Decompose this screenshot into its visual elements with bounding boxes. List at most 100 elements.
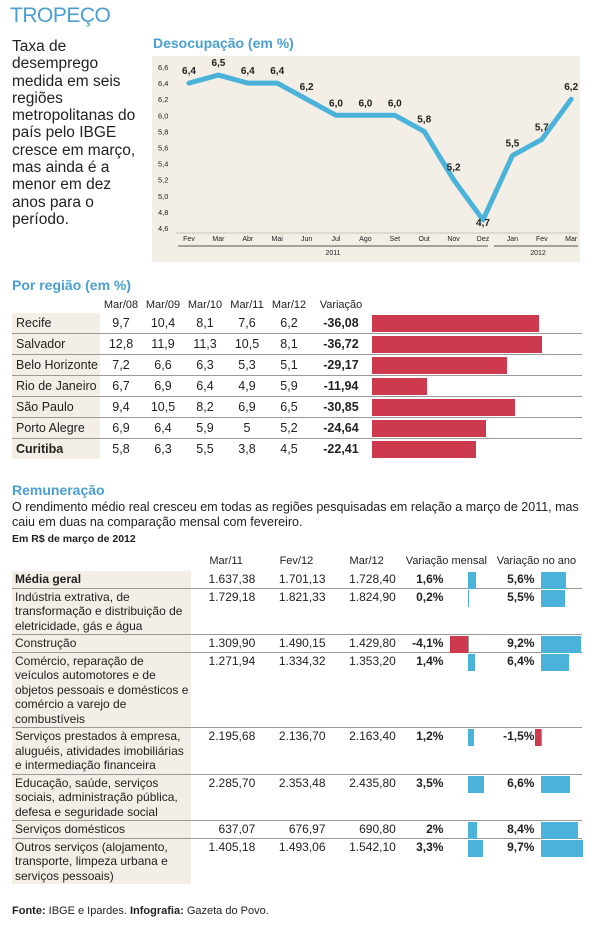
year-label-2011: 2011 <box>325 250 340 257</box>
x-tick-label: Jul <box>332 236 341 243</box>
region-variation-bar <box>372 419 487 437</box>
sector-name: Serviços domésticos <box>12 820 191 839</box>
region-value: 5,3 <box>226 354 268 376</box>
annual-variation-bar-cell <box>539 838 584 884</box>
region-row: Rio de Janeiro 6,7 6,9 6,4 4,9 5,9 -11,94 <box>12 375 582 397</box>
sector-name: Outros serviços (alojamento, transporte,… <box>12 838 191 884</box>
wage-value: 1.729,18 <box>190 588 262 635</box>
kicker-title: TROPEÇO <box>10 4 111 27</box>
remuneration-table-header: Mar/11 Fev/12 Mar/12 Variação mensal Variaçã… <box>12 551 582 571</box>
y-tick-label: 6,4 <box>158 79 168 88</box>
y-tick-label: 6,0 <box>158 111 168 120</box>
region-bar-cell <box>372 396 582 418</box>
region-variation-bar <box>372 356 508 374</box>
annual-variation-bar-cell <box>539 588 582 635</box>
wage-value: 2.285,70 <box>190 774 262 821</box>
region-header-blank <box>12 296 100 313</box>
monthly-variation-bar <box>468 589 470 607</box>
data-label: 6,4 <box>270 66 284 77</box>
wage-value: 1.542,10 <box>349 839 396 854</box>
region-value: 8,1 <box>268 333 310 355</box>
region-value: 4,5 <box>280 442 298 456</box>
x-tick-label: Jun <box>301 236 312 243</box>
region-value: 6,5 <box>268 396 310 418</box>
annual-variation: 8,4% <box>490 820 540 839</box>
source-note: Fonte: IBGE e Ipardes. Infografia: Gazet… <box>12 905 269 917</box>
x-tick-label: Fev <box>183 236 195 243</box>
region-variation-bar <box>372 398 515 416</box>
region-table-header: Mar/08 Mar/09 Mar/10 Mar/11 Mar/12 Variação <box>12 296 582 313</box>
monthly-variation-bar <box>468 572 476 589</box>
annual-variation: 5,6% <box>490 571 540 589</box>
wage-value: 1.728,40 <box>331 571 402 589</box>
region-variation-bar <box>372 440 476 458</box>
wage-value: 2.195,68 <box>190 727 262 775</box>
wage-value: 690,80 <box>331 820 402 839</box>
region-column-header: Mar/08 <box>103 298 139 311</box>
credit-label: Infografia: <box>129 905 184 917</box>
region-variation: -11,94 <box>310 375 372 397</box>
region-row: Porto Alegre 6,9 6,4 5,9 5 5,2 -24,64 <box>12 417 582 439</box>
y-tick-label: 5,2 <box>158 176 168 185</box>
region-value: 7,6 <box>226 313 268 334</box>
wage-value: 1.824,90 <box>331 588 402 635</box>
region-name: Belo Horizonte <box>12 354 100 376</box>
y-tick-label: 6,6 <box>158 63 168 72</box>
region-name: Salvador <box>12 333 100 355</box>
wage-value: 1.334,32 <box>261 652 332 728</box>
monthly-variation-bar-cell <box>448 634 491 653</box>
region-table: Mar/08 Mar/09 Mar/10 Mar/11 Mar/12 Variação R… <box>12 296 582 459</box>
wage-value: 1.493,06 <box>278 839 326 854</box>
annual-variation: 6,4% <box>490 652 540 728</box>
region-name: Recife <box>12 313 100 334</box>
zero-line <box>468 636 470 653</box>
sector-name: Serviços prestados à empresa, aluguéis, … <box>12 727 191 775</box>
region-section-title: Por região (em %) <box>12 277 132 293</box>
region-value: 4,9 <box>226 375 268 397</box>
annual-variation-bar-cell <box>539 634 582 653</box>
wage-value: 2.163,40 <box>331 727 402 775</box>
region-value: 5,5 <box>196 442 214 456</box>
y-tick-label: 4,6 <box>158 224 168 233</box>
region-variation-bar <box>372 335 542 353</box>
remuneration-column-header: Variação no ano <box>496 555 577 567</box>
region-bar-cell <box>372 439 582 460</box>
wage-value: 1.490,15 <box>261 634 332 653</box>
region-value: 10,4 <box>142 313 184 334</box>
region-column-header: Mar/09 <box>145 298 181 311</box>
region-bar-cell <box>372 354 582 376</box>
wage-value: 1.637,38 <box>190 571 262 589</box>
monthly-variation-bar <box>468 653 475 671</box>
monthly-variation-bar-cell <box>448 652 491 728</box>
annual-variation: 9,7% <box>507 839 535 854</box>
credit-text: Gazeta do Povo. <box>183 905 269 917</box>
region-column-header: Mar/10 <box>187 298 223 311</box>
region-variation: -22,41 <box>323 442 359 456</box>
data-label: 6,4 <box>182 66 196 77</box>
chart-title: Desocupação (em %) <box>153 35 294 51</box>
region-variation: -36,72 <box>310 333 372 355</box>
region-bar-cell <box>372 375 582 397</box>
region-value: 6,2 <box>268 313 310 334</box>
y-tick-label: 5,6 <box>158 144 168 153</box>
monthly-variation: -4,1% <box>401 634 449 653</box>
region-value: 8,1 <box>184 313 226 334</box>
x-tick-label: Ago <box>359 236 372 243</box>
region-value: 9,7 <box>100 313 142 334</box>
monthly-variation-bar <box>468 729 474 746</box>
region-bar-cell <box>372 333 582 355</box>
region-variation: -24,64 <box>310 417 372 439</box>
monthly-variation: 3,5% <box>401 774 449 821</box>
monthly-variation: 1,6% <box>401 571 449 589</box>
monthly-variation-bar-cell <box>448 838 490 884</box>
wage-value: 1.353,20 <box>331 652 402 728</box>
region-value: 3,8 <box>238 442 256 456</box>
monthly-variation-bar-cell <box>448 588 491 635</box>
region-variation: -29,17 <box>310 354 372 376</box>
wage-value: 1.271,94 <box>190 652 262 728</box>
data-label: 6,4 <box>241 66 255 77</box>
annual-variation-bar <box>535 729 542 746</box>
region-value: 6,7 <box>100 375 142 397</box>
x-tick-label: Set <box>390 236 401 243</box>
region-variation: -36,08 <box>310 313 372 334</box>
